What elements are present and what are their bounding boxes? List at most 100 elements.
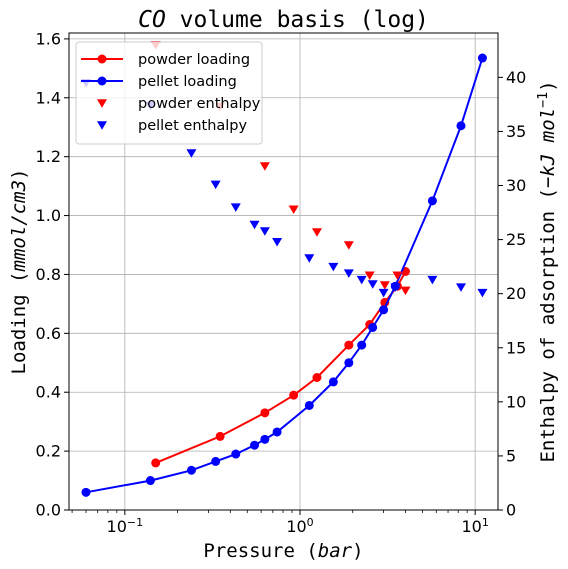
data-point xyxy=(230,203,241,212)
legend-item: pellet enthalpy xyxy=(97,118,248,134)
data-point xyxy=(343,269,354,278)
data-point xyxy=(356,275,367,285)
x-tick-base: 10 xyxy=(461,517,481,536)
data-point xyxy=(260,434,270,444)
data-point xyxy=(455,283,466,292)
label-part: −kJ mol xyxy=(537,108,559,188)
data-point xyxy=(272,427,282,437)
series-powder-loading xyxy=(151,267,410,468)
y-tick-label: 0.4 xyxy=(36,383,61,402)
data-point xyxy=(427,275,438,285)
plot-frame xyxy=(68,32,499,511)
data-point xyxy=(357,340,367,350)
label-part: volume basis (log) xyxy=(166,7,429,33)
label-part: Loading ( xyxy=(8,272,30,375)
y2-axis-label: Enthalpy of adsorption (−kJ mol−1) xyxy=(536,80,560,462)
x-tick-exponent: 1 xyxy=(482,516,489,529)
grid-lines xyxy=(69,33,498,510)
legend-marker xyxy=(97,54,107,64)
data-point xyxy=(477,288,488,298)
legend-label: powder loading xyxy=(138,52,250,68)
y2-tick-label: 15 xyxy=(506,338,526,357)
data-point xyxy=(288,205,299,215)
y-tick-label: 1.2 xyxy=(36,147,61,166)
label-part: bar xyxy=(318,540,353,562)
y2-tick-label: 20 xyxy=(506,284,526,303)
data-point xyxy=(456,121,466,131)
legend-marker xyxy=(97,99,107,108)
y-tick-label: 1.4 xyxy=(36,88,61,107)
y-tick-label: 0.6 xyxy=(36,324,61,343)
data-point xyxy=(289,390,299,400)
x-axis-label: Pressure (bar) xyxy=(203,540,363,562)
data-point xyxy=(390,283,401,292)
data-point xyxy=(379,305,389,315)
data-point xyxy=(151,458,161,468)
data-point xyxy=(427,196,437,206)
label-part: −1 xyxy=(536,92,551,108)
data-point xyxy=(272,238,283,247)
x-tick-exponent: −1 xyxy=(127,516,143,529)
data-point xyxy=(379,281,390,290)
x-tick-label: 100 xyxy=(286,516,313,537)
data-point xyxy=(328,262,339,272)
data-point xyxy=(259,162,270,171)
x-tick-label: 101 xyxy=(461,516,488,537)
data-point xyxy=(312,373,322,382)
y-tick-label: 0.0 xyxy=(36,501,61,520)
data-point xyxy=(260,408,270,418)
data-point xyxy=(343,241,354,250)
legend-box xyxy=(75,41,263,145)
x-axis: 10−1 100 101 xyxy=(71,510,489,537)
y-tick-label: 0.2 xyxy=(36,442,61,461)
legend: powder loading pellet loading powder entha… xyxy=(75,41,263,145)
data-point xyxy=(311,228,322,237)
label-part: Enthalpy of adsorption ( xyxy=(537,188,559,463)
y2-tick-label: 40 xyxy=(506,68,526,87)
y2-tick-label: 35 xyxy=(506,122,526,141)
x-tick-base: 10 xyxy=(286,517,306,536)
y2-tick-label: 10 xyxy=(506,392,526,411)
label-part: ) xyxy=(8,169,30,180)
y-axis-label: Loading (mmol/cm3) xyxy=(8,169,30,375)
data-point xyxy=(186,149,197,158)
data-point xyxy=(210,180,221,190)
legend-item: powder enthalpy xyxy=(97,96,261,112)
y2-tick-label: 30 xyxy=(506,176,526,195)
label-part: CO xyxy=(138,7,166,33)
x-tick-exponent: 0 xyxy=(307,516,314,529)
data-point xyxy=(304,400,314,410)
legend-item: pellet loading xyxy=(81,74,237,90)
data-point xyxy=(378,288,389,298)
y-tick-label: 1.6 xyxy=(36,29,61,48)
data-point xyxy=(145,476,155,486)
data-point xyxy=(344,358,354,368)
x-tick-base: 10 xyxy=(107,517,127,536)
legend-marker xyxy=(97,121,107,130)
data-point xyxy=(186,465,196,475)
y2-tick-label: 5 xyxy=(506,446,516,465)
y2-tick-label: 25 xyxy=(506,230,526,249)
y-axis-left: 0.0 0.2 0.4 0.6 0.8 1.0 1.2 1.4 1.6 xyxy=(36,29,69,520)
label-part: ) xyxy=(537,80,559,91)
label-part: Pressure ( xyxy=(203,540,317,562)
data-point xyxy=(231,449,241,459)
data-point xyxy=(211,456,221,466)
y2-tick-label: 0 xyxy=(506,501,516,520)
data-point xyxy=(328,377,338,387)
y-tick-label: 0.8 xyxy=(36,265,61,284)
data-point xyxy=(81,487,91,497)
legend-label: powder enthalpy xyxy=(138,96,261,112)
data-point xyxy=(250,440,260,450)
y-tick-label: 1.0 xyxy=(36,206,61,225)
data-point xyxy=(259,227,270,236)
data-point xyxy=(400,286,411,296)
data-point xyxy=(368,322,378,332)
legend-item: powder loading xyxy=(81,52,250,68)
x-tick-label: 10−1 xyxy=(107,516,144,537)
data-point xyxy=(392,271,403,281)
legend-label: pellet loading xyxy=(138,74,237,90)
data-point xyxy=(364,271,375,281)
data-point xyxy=(215,431,225,441)
